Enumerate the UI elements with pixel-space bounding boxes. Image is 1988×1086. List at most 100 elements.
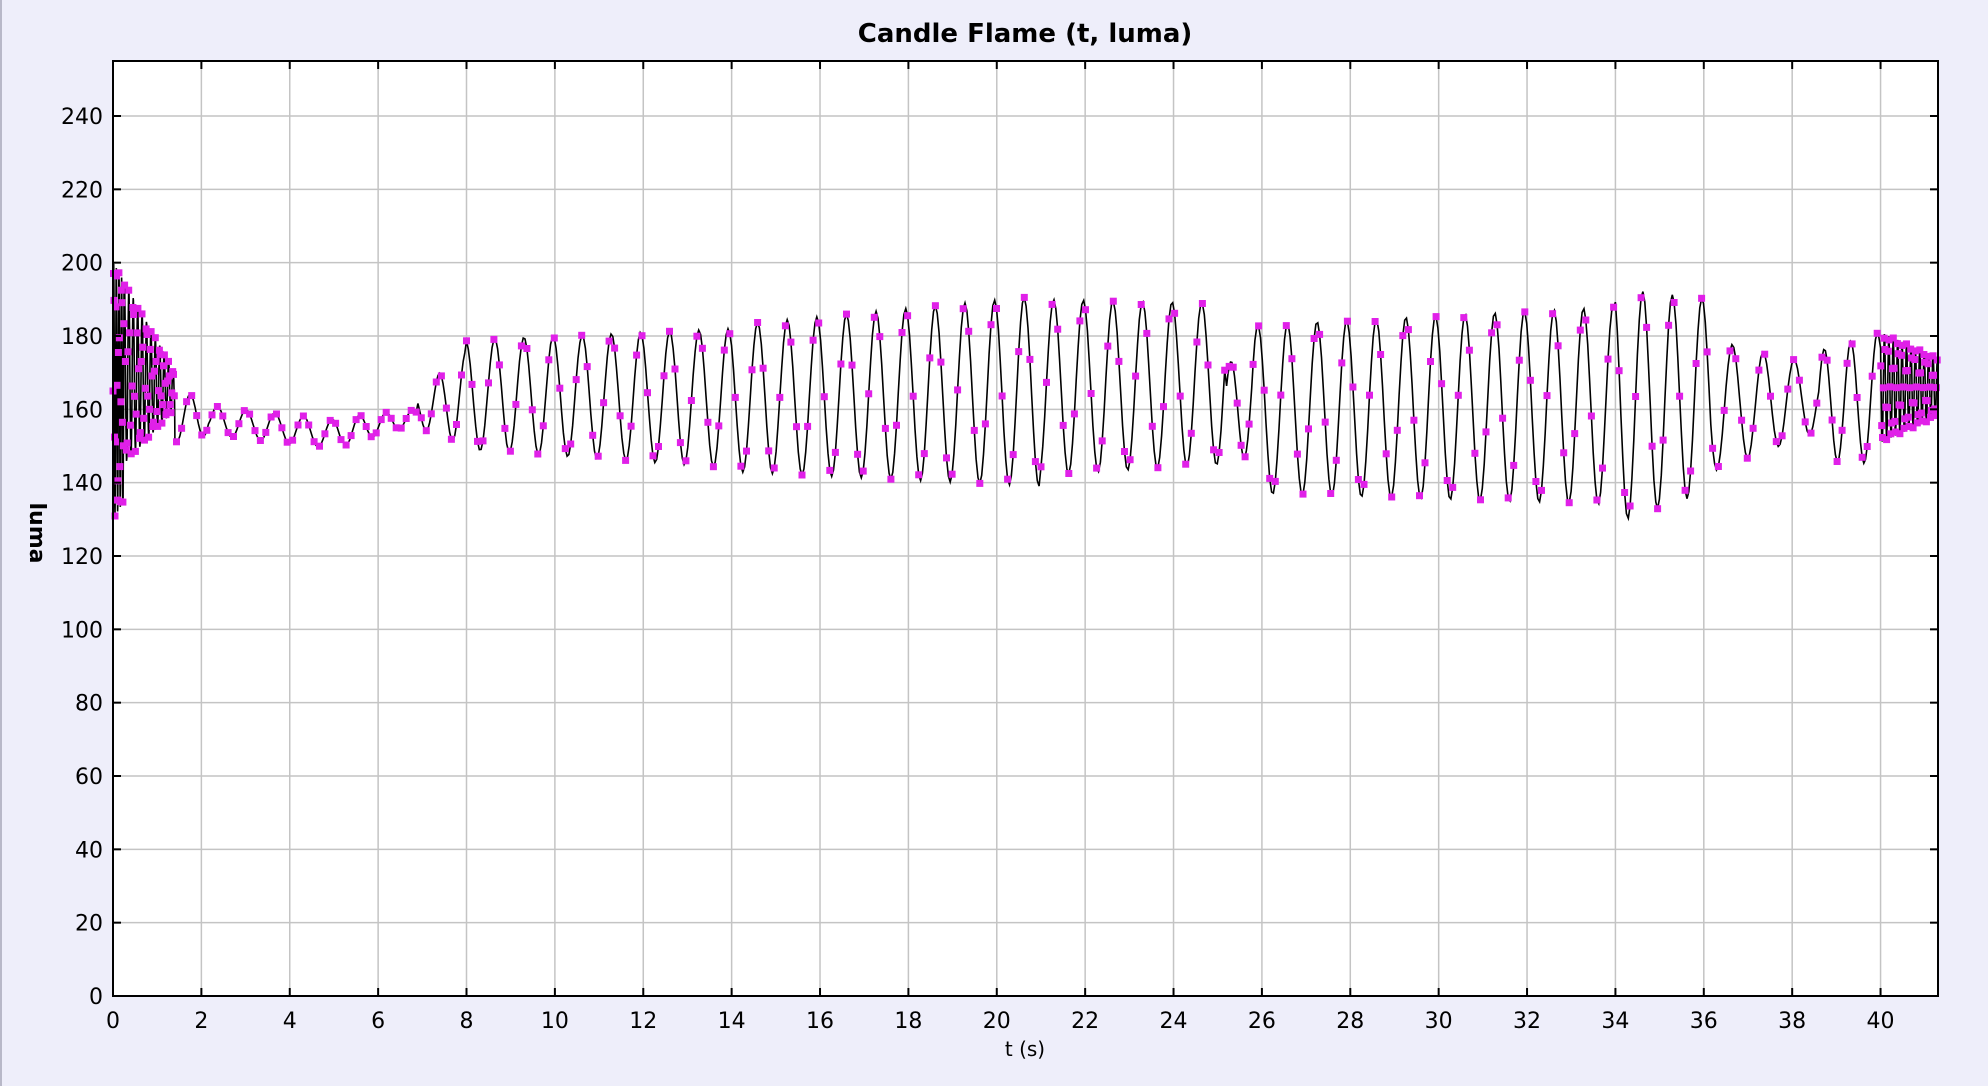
y-tick-label: 120 (61, 545, 103, 570)
data-point (1909, 424, 1917, 432)
data-point (1897, 401, 1905, 409)
data-point (219, 412, 227, 420)
data-point (1726, 347, 1734, 355)
data-point (1926, 383, 1934, 391)
data-point (115, 334, 123, 342)
data-point (1277, 391, 1285, 399)
data-point (1886, 383, 1894, 391)
data-point (1255, 322, 1263, 330)
data-point (1853, 394, 1861, 401)
data-point (1905, 423, 1913, 430)
data-point (1020, 293, 1028, 301)
data-point (898, 329, 906, 336)
data-point (173, 438, 180, 446)
data-point (305, 421, 313, 429)
data-point (152, 358, 160, 365)
data-point (993, 305, 1000, 312)
data-point (362, 423, 370, 430)
data-point (843, 310, 850, 318)
data-point (422, 427, 430, 435)
data-point (1599, 464, 1606, 472)
data-point (1098, 437, 1106, 445)
data-point (1604, 355, 1612, 363)
data-point (1659, 436, 1667, 444)
y-tick-label: 80 (75, 692, 103, 717)
data-point (1903, 340, 1910, 348)
data-point (1327, 490, 1335, 497)
data-point (1621, 489, 1629, 496)
data-point (1795, 376, 1803, 384)
y-axis-label: luma (24, 503, 49, 564)
data-point (1643, 323, 1651, 331)
data-point (262, 428, 270, 436)
data-point (539, 422, 547, 430)
data-point (342, 441, 350, 449)
data-point (170, 392, 178, 400)
data-point (1818, 353, 1826, 361)
data-point (1538, 486, 1545, 494)
data-point (1692, 360, 1700, 367)
data-point (148, 372, 156, 380)
data-point (1889, 334, 1897, 342)
data-point (731, 393, 739, 401)
data-point (479, 437, 487, 445)
data-point (1221, 366, 1229, 374)
data-point (141, 384, 149, 392)
plot-area (113, 61, 1938, 996)
data-point (715, 422, 723, 430)
data-point (1204, 361, 1212, 369)
data-point (893, 421, 900, 429)
data-point (1233, 399, 1241, 407)
data-point (1907, 345, 1915, 353)
data-point (1532, 478, 1540, 485)
data-point (1477, 496, 1484, 504)
y-tick-label: 100 (61, 618, 103, 643)
data-point (1154, 464, 1162, 472)
data-point (1148, 422, 1156, 430)
data-point (567, 440, 575, 448)
data-point (959, 305, 967, 313)
data-point (1260, 386, 1268, 394)
data-point (230, 433, 237, 440)
data-point (167, 409, 175, 417)
data-point (485, 379, 492, 387)
data-point (676, 439, 684, 447)
data-point (151, 334, 159, 342)
data-point (605, 337, 613, 345)
data-point (1349, 383, 1357, 391)
data-point (198, 431, 206, 439)
data-point (754, 319, 762, 326)
data-point (1482, 428, 1490, 436)
data-point (1187, 429, 1195, 437)
data-point (820, 393, 828, 401)
chart-title: Candle Flame (t, luma) (858, 19, 1193, 49)
data-point (1316, 330, 1324, 338)
data-point (1237, 441, 1245, 449)
data-point (556, 384, 564, 392)
data-point (1043, 378, 1050, 386)
data-point (1929, 352, 1937, 360)
data-point (143, 331, 151, 338)
data-point (127, 450, 135, 458)
data-point (1499, 414, 1507, 422)
data-point (1366, 391, 1373, 399)
data-point (787, 338, 795, 346)
data-point (523, 345, 531, 352)
y-tick-label: 180 (61, 325, 103, 350)
data-point (1026, 355, 1034, 363)
data-point (321, 430, 329, 438)
data-point (666, 327, 673, 335)
x-tick-label: 8 (460, 1009, 474, 1034)
x-tick-label: 10 (541, 1009, 569, 1034)
data-point (1767, 392, 1774, 400)
data-point (1416, 492, 1423, 500)
y-tick-label: 140 (61, 472, 103, 497)
data-point (154, 422, 162, 430)
data-point (1873, 329, 1881, 337)
plot-border (112, 60, 1939, 997)
data-point (316, 442, 323, 450)
data-point (965, 327, 973, 335)
data-point (256, 437, 264, 444)
data-point (1925, 352, 1933, 360)
